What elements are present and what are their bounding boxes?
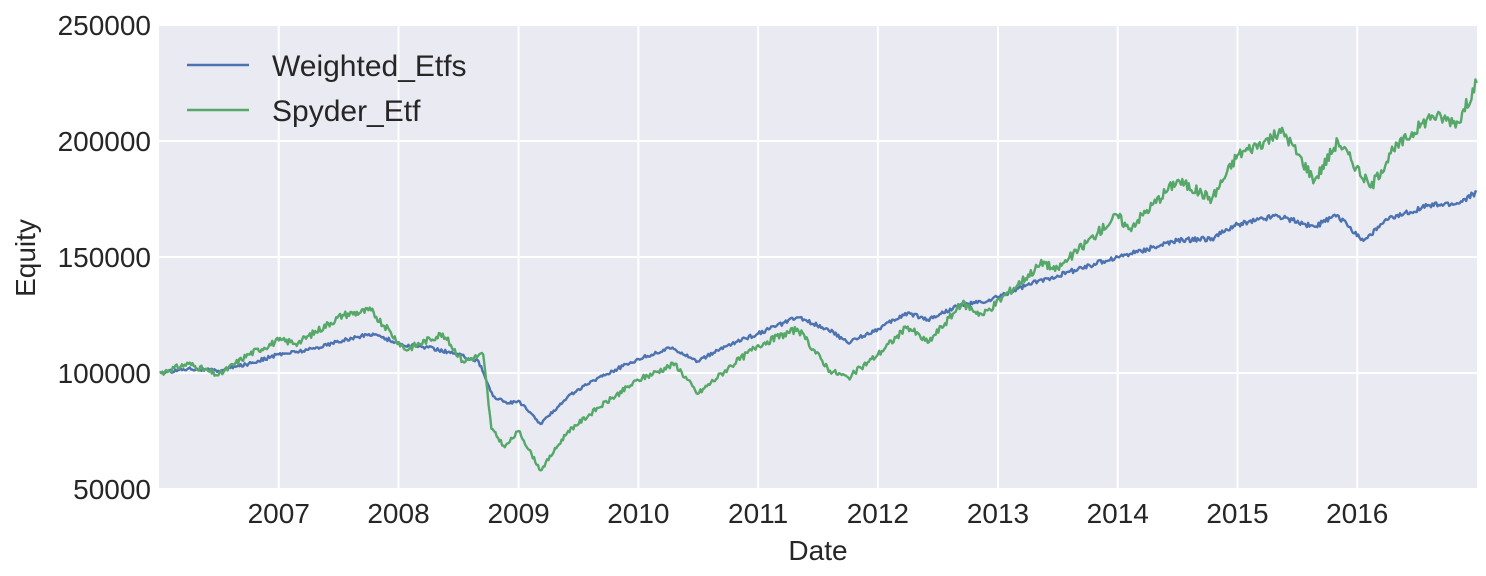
x-tick-label: 2010	[607, 498, 669, 529]
x-tick-label: 2007	[248, 498, 310, 529]
x-tick-label: 2015	[1206, 498, 1268, 529]
legend-label: Spyder_Etf	[272, 95, 421, 128]
y-axis-label: Equity	[10, 219, 41, 297]
legend-label: Weighted_Etfs	[272, 50, 467, 83]
y-tick-label: 100000	[58, 358, 151, 389]
x-tick-label: 2011	[728, 498, 788, 529]
y-tick-label: 150000	[58, 242, 151, 273]
legend: Weighted_Etfs Spyder_Etf	[187, 50, 467, 128]
grid-lines	[159, 24, 1477, 490]
x-tick-label: 2014	[1087, 498, 1149, 529]
x-tick-label: 2009	[487, 498, 549, 529]
x-axis-ticks: 2007 2008 2009 2010 2011 2012 2013 2014 2015 2016	[248, 498, 1389, 529]
y-axis-ticks: 50000 100000 150000 200000 250000	[58, 10, 151, 505]
x-tick-label: 2012	[847, 498, 909, 529]
series-line-spyder-etf	[159, 78, 1478, 472]
y-tick-label: 200000	[58, 126, 151, 157]
series-layer	[159, 78, 1478, 472]
y-tick-label: 50000	[73, 474, 151, 505]
x-tick-label: 2013	[967, 498, 1029, 529]
series-line-weighted-etfs	[159, 190, 1478, 426]
y-tick-label: 250000	[58, 10, 151, 41]
x-tick-label: 2016	[1326, 498, 1388, 529]
x-axis-label: Date	[788, 535, 847, 566]
x-tick-label: 2008	[367, 498, 429, 529]
